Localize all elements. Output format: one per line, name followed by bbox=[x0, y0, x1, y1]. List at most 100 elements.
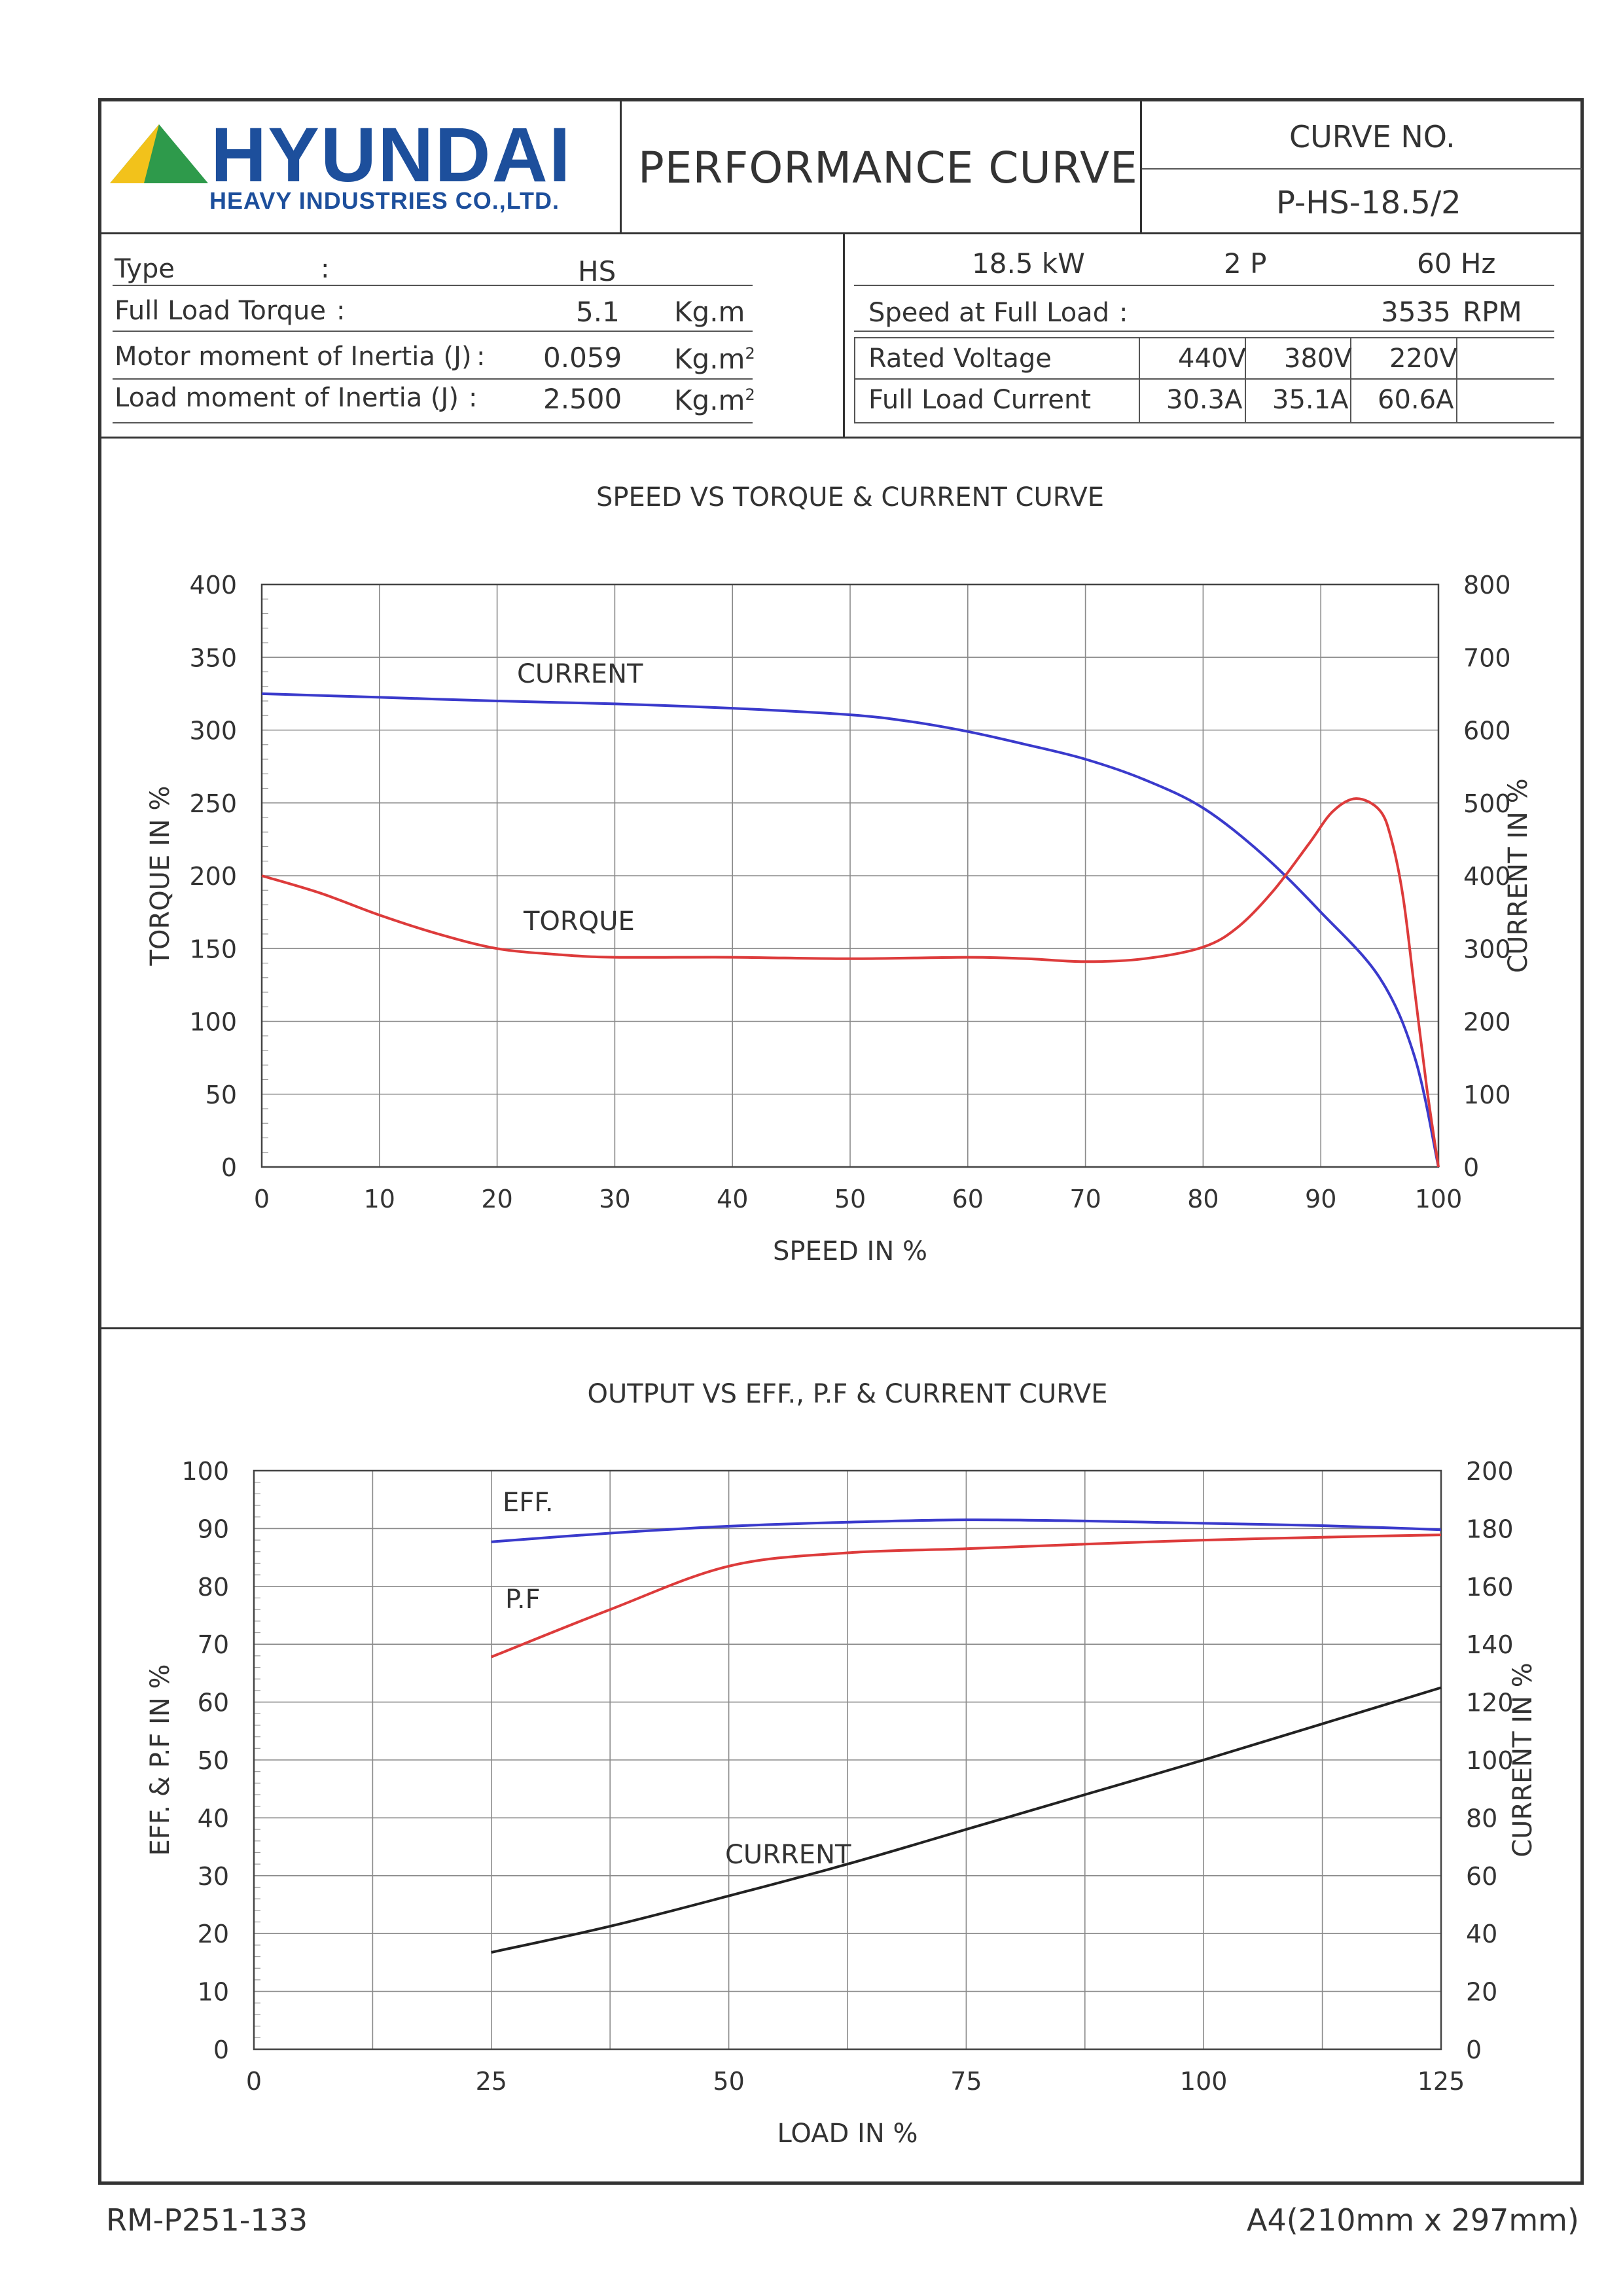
x-tick-label: 40 bbox=[717, 1185, 748, 1213]
y2-tick-label: 80 bbox=[1466, 1804, 1497, 1833]
y-tick-label: 50 bbox=[198, 1746, 229, 1775]
chart-title: SPEED VS TORQUE & CURRENT CURVE bbox=[596, 482, 1104, 512]
spec-row-line bbox=[854, 331, 1554, 332]
x-tick-label: 100 bbox=[1415, 1185, 1463, 1213]
y-tick-label: 0 bbox=[221, 1153, 237, 1182]
y2-tick-label: 200 bbox=[1466, 1457, 1514, 1486]
x-tick-label: 75 bbox=[950, 2067, 982, 2096]
y-tick-label: 80 bbox=[198, 1573, 229, 1602]
x-tick-label: 60 bbox=[952, 1185, 984, 1213]
spec-type-sep: : bbox=[321, 254, 330, 284]
spec-torque-sep: : bbox=[336, 296, 346, 326]
y2-tick-label: 120 bbox=[1466, 1689, 1514, 1717]
spec-motor-inertia-unit: Kg.m2 bbox=[674, 343, 755, 375]
series-label: CURRENT bbox=[725, 1840, 851, 1870]
x-tick-label: 80 bbox=[1187, 1185, 1219, 1213]
spec-row-line bbox=[854, 285, 1554, 286]
y-tick-label: 100 bbox=[181, 1457, 229, 1486]
y-axis-label: EFF. & P.F IN % bbox=[145, 1664, 175, 1856]
spec-voltage-3: 220V bbox=[1389, 344, 1457, 374]
x-tick-label: 50 bbox=[834, 1185, 866, 1213]
y2-tick-label: 60 bbox=[1466, 1862, 1497, 1891]
x-tick-label: 90 bbox=[1305, 1185, 1336, 1213]
spec-row-line bbox=[113, 331, 753, 332]
unit-text: Kg.m bbox=[674, 343, 745, 375]
spec-row-line bbox=[854, 337, 1554, 338]
x-tick-label: 70 bbox=[1069, 1185, 1101, 1213]
spec-speed-unit: RPM bbox=[1463, 296, 1522, 328]
spec-cell-line bbox=[1456, 337, 1457, 422]
y2-tick-label: 0 bbox=[1463, 1153, 1479, 1182]
spec-divider bbox=[98, 437, 1584, 439]
spec-current-1: 30.3A bbox=[1166, 385, 1243, 415]
x-tick-label: 30 bbox=[599, 1185, 630, 1213]
x-axis-label: SPEED IN % bbox=[773, 1236, 927, 1266]
spec-type-label: Type bbox=[115, 254, 175, 284]
y2-tick-label: 700 bbox=[1463, 643, 1511, 672]
spec-row-line bbox=[113, 422, 753, 423]
x-tick-label: 0 bbox=[246, 2067, 262, 2096]
series-line-current bbox=[491, 1686, 1442, 1954]
spec-load-inertia-label: Load moment of Inertia (J) bbox=[115, 383, 459, 413]
y2-tick-label: 800 bbox=[1463, 571, 1511, 600]
logo-triangle-icon bbox=[110, 124, 208, 183]
poles-unit: P bbox=[1250, 247, 1267, 279]
series-label: TORQUE bbox=[523, 906, 635, 937]
series-line-torque bbox=[261, 797, 1440, 1168]
y-tick-label: 0 bbox=[213, 2036, 229, 2064]
spec-motor-inertia-sep: : bbox=[476, 342, 486, 372]
header-divider bbox=[98, 232, 1584, 234]
x-tick-label: 125 bbox=[1418, 2067, 1465, 2096]
spec-motor-inertia-label: Motor moment of Inertia (J) bbox=[115, 342, 472, 372]
spec-mid-divider bbox=[843, 234, 845, 437]
y2-axis-label: CURRENT IN % bbox=[1503, 778, 1533, 973]
y-tick-label: 250 bbox=[189, 789, 237, 818]
spec-row-line bbox=[854, 422, 1554, 423]
y2-axis-label: CURRENT IN % bbox=[1508, 1662, 1538, 1857]
curve-no-divider bbox=[1142, 168, 1582, 170]
spec-load-inertia-value: 2.500 bbox=[543, 383, 622, 415]
y2-tick-label: 40 bbox=[1466, 1920, 1497, 1948]
y2-tick-label: 600 bbox=[1463, 717, 1511, 745]
spec-current-3: 60.6A bbox=[1378, 385, 1454, 415]
y-tick-label: 100 bbox=[189, 1008, 237, 1037]
curve-no-label: CURVE NO. bbox=[1289, 119, 1455, 154]
series-line-current bbox=[261, 692, 1440, 1168]
y-tick-label: 200 bbox=[189, 862, 237, 891]
spec-current-2: 35.1A bbox=[1272, 385, 1349, 415]
spec-current-label: Full Load Current bbox=[868, 385, 1092, 415]
spec-row-line bbox=[113, 378, 753, 380]
spec-voltage-2: 380V bbox=[1284, 344, 1352, 374]
series-label: P.F bbox=[505, 1585, 541, 1615]
x-tick-label: 10 bbox=[364, 1185, 395, 1213]
y2-tick-label: 160 bbox=[1466, 1573, 1514, 1602]
series-line-eff bbox=[491, 1518, 1442, 1543]
y-tick-label: 60 bbox=[198, 1689, 229, 1717]
y-tick-label: 10 bbox=[198, 1978, 229, 2007]
unit-superscript: 2 bbox=[745, 386, 755, 404]
footer-paper-size: A4(210mm x 297mm) bbox=[1247, 2202, 1579, 2238]
y2-tick-label: 100 bbox=[1463, 1081, 1511, 1109]
y-tick-label: 400 bbox=[189, 571, 237, 600]
y-tick-label: 30 bbox=[198, 1862, 229, 1891]
spec-load-inertia-sep: : bbox=[469, 383, 478, 413]
unit-text: Kg.m bbox=[674, 384, 745, 416]
y-tick-label: 90 bbox=[198, 1515, 229, 1543]
y2-tick-label: 100 bbox=[1466, 1746, 1514, 1775]
spec-type-value: HS bbox=[578, 255, 616, 287]
spec-speed-label: Speed at Full Load bbox=[868, 298, 1110, 328]
y-tick-label: 70 bbox=[198, 1630, 229, 1659]
x-tick-label: 100 bbox=[1180, 2067, 1228, 2096]
power-unit: kW bbox=[1041, 247, 1085, 279]
y2-tick-label: 200 bbox=[1463, 1008, 1511, 1037]
spec-poles: 2 P bbox=[1224, 247, 1266, 279]
spec-speed-sep: : bbox=[1119, 298, 1128, 328]
y-tick-label: 150 bbox=[189, 935, 237, 963]
series-label: CURRENT bbox=[517, 659, 643, 689]
footer-doc-code: RM-P251-133 bbox=[106, 2202, 308, 2238]
x-tick-label: 0 bbox=[254, 1185, 270, 1213]
spec-power: 18.5 kW bbox=[972, 247, 1085, 279]
power-value: 18.5 bbox=[972, 247, 1033, 279]
y2-tick-label: 180 bbox=[1466, 1515, 1514, 1543]
